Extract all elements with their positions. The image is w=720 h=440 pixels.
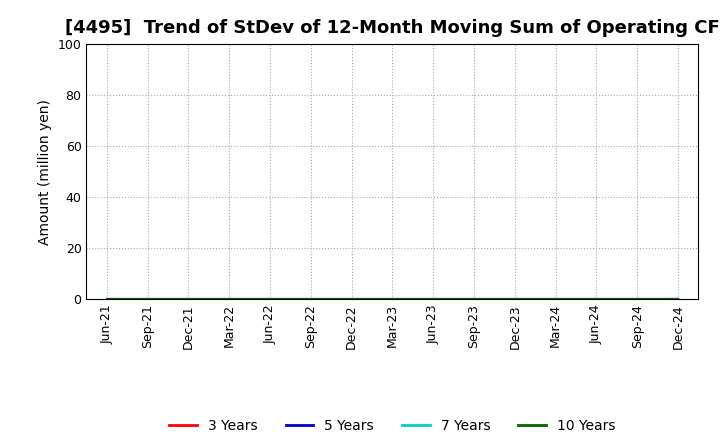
Y-axis label: Amount (million yen): Amount (million yen) [38, 99, 52, 245]
Title: [4495]  Trend of StDev of 12-Month Moving Sum of Operating CF: [4495] Trend of StDev of 12-Month Moving… [65, 19, 720, 37]
Legend: 3 Years, 5 Years, 7 Years, 10 Years: 3 Years, 5 Years, 7 Years, 10 Years [163, 413, 621, 438]
